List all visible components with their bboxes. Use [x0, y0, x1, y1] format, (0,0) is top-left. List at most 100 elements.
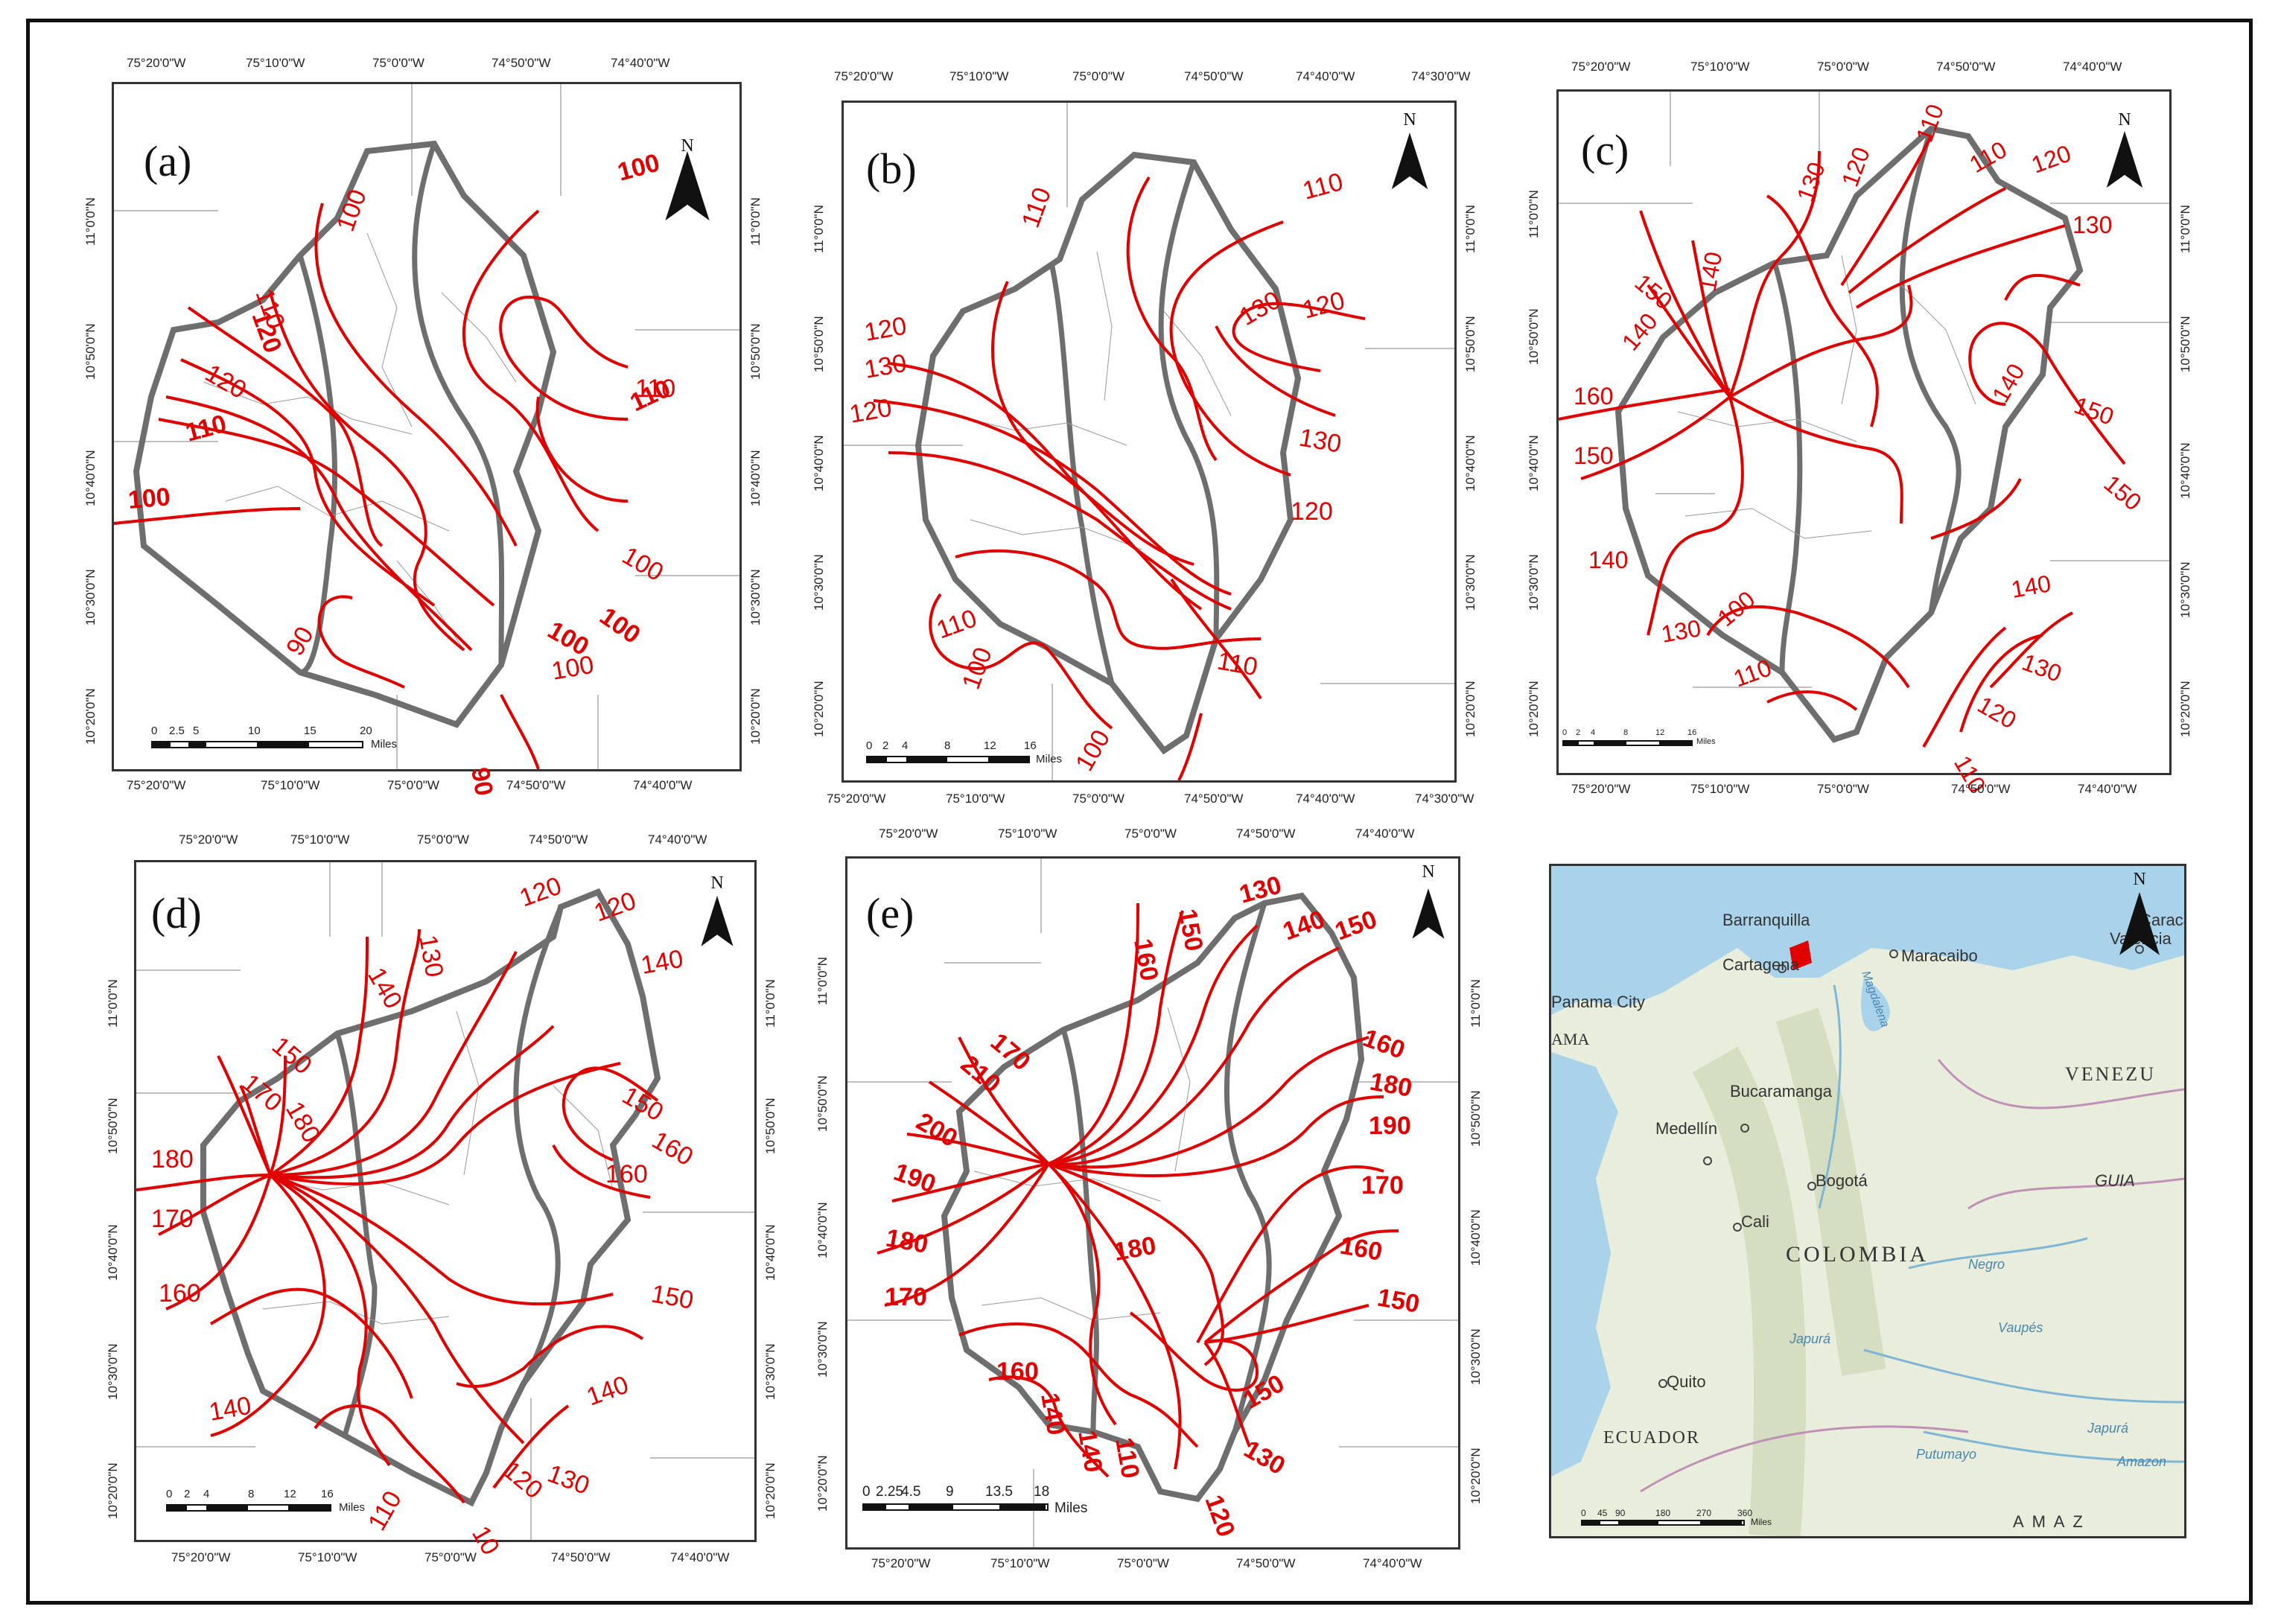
place-cali: Cali: [1741, 1212, 1769, 1231]
svg-text:160: 160: [605, 1160, 648, 1188]
svg-text:180: 180: [280, 1097, 325, 1147]
contour-labels-c: 110 130 120 110 120 130 140 150 140 160 …: [1574, 101, 2147, 797]
svg-text:120: 120: [847, 394, 894, 429]
svg-text:150: 150: [1173, 907, 1208, 953]
svg-text:120: 120: [497, 1456, 548, 1505]
river-japura-1: Japurá: [1790, 1331, 1831, 1346]
svg-text:140: 140: [2009, 570, 2053, 603]
contour-map-c: 110 130 120 110 120 130 140 150 140 160 …: [1558, 92, 2169, 797]
place-medellin: Medellín: [1655, 1119, 1718, 1138]
river-japura-2: Japurá: [2087, 1421, 2129, 1436]
svg-text:110: 110: [1110, 1436, 1145, 1481]
svg-text:130: 130: [544, 1459, 593, 1500]
svg-text:160: 160: [1359, 1024, 1408, 1065]
svg-text:90: 90: [465, 765, 498, 798]
contour-map-e: 130 150 160 140 150 170 210 200 190 180 …: [847, 859, 1458, 1547]
north-arrow-locator: N: [2110, 870, 2169, 967]
svg-text:140: 140: [1035, 1391, 1070, 1437]
svg-text:120: 120: [862, 312, 909, 347]
locator-map: Barranquilla Cartagena Maracaibo Panama …: [1549, 864, 2186, 1538]
svg-text:100: 100: [127, 483, 171, 515]
svg-text:160: 160: [1574, 383, 1613, 410]
north-arrow-c: N: [2095, 110, 2154, 207]
map-panel-e: 130 150 160 140 150 170 210 200 190 180 …: [845, 856, 1460, 1550]
panel-label-b: (b): [866, 144, 917, 193]
panel-label-e: (e): [866, 889, 914, 937]
region-panama: AMA: [1551, 1030, 1590, 1048]
svg-text:110: 110: [1299, 168, 1346, 206]
svg-text:120: 120: [2028, 139, 2074, 178]
svg-text:100: 100: [1712, 585, 1760, 631]
contour-labels-d: 120 130 140 120 140 150 170 180 180 170 …: [151, 871, 698, 1559]
svg-text:120: 120: [1299, 286, 1348, 324]
region-colombia: COLOMBIA: [1786, 1242, 1930, 1267]
contour-map-a: 100 100 110 120 120 110 100 90 100 100 1…: [113, 84, 739, 798]
contours-a: [113, 203, 629, 770]
map-panel-b: 110 110 120 130 120 130 120 110 100 110 …: [842, 101, 1457, 783]
svg-text:160: 160: [647, 1126, 698, 1171]
svg-text:110: 110: [1911, 101, 1949, 145]
contours-c: [1558, 136, 2126, 748]
svg-text:120: 120: [1291, 497, 1333, 526]
district-boundary-c: [1614, 125, 2084, 743]
svg-text:150: 150: [2071, 392, 2117, 430]
north-arrow-d: N: [687, 873, 747, 970]
locator-basemap: [1551, 866, 2184, 1536]
contours-d: [136, 929, 659, 1504]
svg-text:110: 110: [933, 604, 981, 644]
district-boundary-e: [941, 892, 1365, 1503]
river-vaupes: Vaupés: [1998, 1320, 2043, 1335]
region-venezuela: VENEZU: [2065, 1063, 2156, 1085]
place-barranquilla: Barranquilla: [1722, 911, 1810, 929]
svg-text:150: 150: [617, 1081, 668, 1127]
river-negro: Negro: [1968, 1257, 2005, 1272]
svg-text:130: 130: [2072, 211, 2112, 238]
river-amazon: Amazon: [2117, 1454, 2167, 1469]
svg-text:150: 150: [2099, 470, 2147, 516]
svg-text:190: 190: [1369, 1112, 1411, 1140]
svg-text:140: 140: [362, 963, 407, 1013]
svg-text:140: 140: [1588, 547, 1628, 573]
svg-text:160: 160: [159, 1279, 201, 1308]
svg-text:160: 160: [1338, 1231, 1384, 1266]
svg-text:150: 150: [267, 1031, 317, 1080]
svg-text:140: 140: [207, 1392, 253, 1427]
region-amazon: A M A Z: [2013, 1512, 2085, 1531]
svg-text:130: 130: [1659, 614, 1703, 648]
north-arrow-e: N: [1399, 862, 1458, 959]
svg-text:110: 110: [1730, 654, 1775, 692]
place-panama-city: Panama City: [1551, 993, 1645, 1011]
svg-text:150: 150: [649, 1279, 696, 1314]
svg-text:150: 150: [1630, 269, 1678, 315]
svg-text:160: 160: [996, 1357, 1039, 1386]
svg-text:100: 100: [617, 541, 668, 587]
svg-text:170: 170: [151, 1205, 194, 1233]
svg-text:110: 110: [182, 410, 229, 448]
contours-b: [873, 176, 1366, 781]
place-bucaramanga: Bucaramanga: [1730, 1082, 1832, 1101]
svg-text:180: 180: [884, 1223, 930, 1258]
contour-map-d: 120 130 140 120 140 150 170 180 180 170 …: [136, 862, 754, 1560]
north-arrow-b: N: [1380, 110, 1439, 207]
map-panel-a: 100 100 110 120 120 110 100 90 100 100 1…: [112, 82, 742, 798]
contour-map-b: 110 110 120 130 120 130 120 110 100 110 …: [844, 103, 1454, 781]
map-panel-c: 110 130 120 110 120 130 140 150 140 160 …: [1556, 89, 2172, 797]
svg-text:130: 130: [413, 933, 448, 979]
svg-text:170: 170: [1361, 1171, 1404, 1200]
svg-text:120: 120: [1199, 1491, 1240, 1541]
place-cartagena: Cartagena: [1722, 955, 1799, 974]
study-area-marker: [1790, 940, 1812, 970]
svg-text:150: 150: [1332, 905, 1381, 946]
svg-text:100: 100: [957, 643, 998, 692]
district-boundary-a: [133, 140, 557, 728]
place-quito: Quito: [1667, 1372, 1706, 1391]
contours-e: [877, 902, 1399, 1478]
map-panel-d: 120 130 140 120 140 150 170 180 180 170 …: [134, 860, 757, 1560]
svg-text:130: 130: [2019, 649, 2065, 687]
district-boundary-d: [200, 888, 661, 1507]
region-guiana: GUIA: [2095, 1171, 2135, 1190]
svg-text:140: 140: [583, 1370, 632, 1411]
panel-label-c: (c): [1581, 126, 1629, 174]
svg-text:100: 100: [614, 148, 663, 186]
svg-text:100: 100: [331, 185, 372, 235]
